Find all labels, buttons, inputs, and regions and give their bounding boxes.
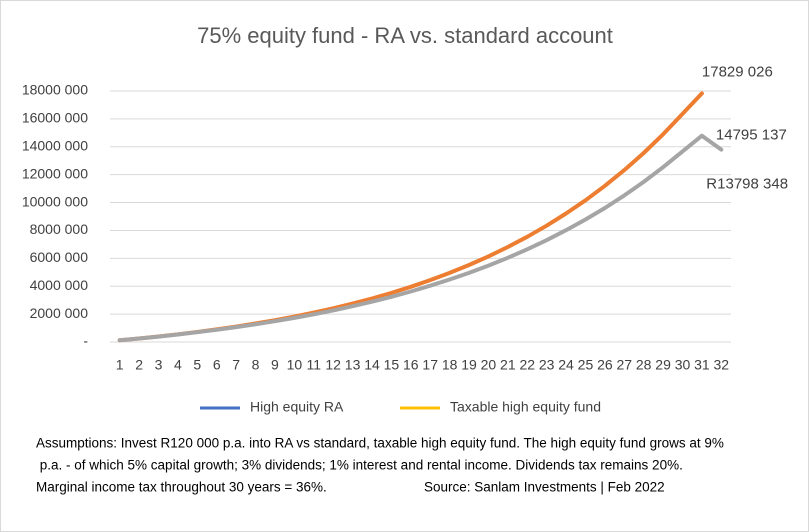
x-tick-label: 27 [616, 357, 632, 373]
x-tick-label: 30 [675, 357, 691, 373]
x-tick-label: 32 [714, 357, 730, 373]
y-tick-label: 10000 000 [22, 193, 88, 209]
x-tick-label: 3 [155, 357, 163, 373]
x-tick-label: 8 [252, 357, 260, 373]
x-tick-label: 21 [500, 357, 516, 373]
chart-title: 75% equity fund - RA vs. standard accoun… [197, 23, 613, 48]
x-tick-label: 15 [384, 357, 400, 373]
x-tick-label: 5 [193, 357, 201, 373]
y-tick-label: - [83, 333, 88, 349]
x-tick-label: 24 [558, 357, 574, 373]
x-tick-label: 2 [135, 357, 143, 373]
x-tick-label: 4 [174, 357, 182, 373]
y-tick-label: 14000 000 [22, 137, 88, 153]
y-tick-label: 18000 000 [22, 82, 88, 98]
y-tick-label: 8000 000 [30, 221, 89, 237]
x-tick-label: 16 [403, 357, 419, 373]
x-tick-label: 25 [578, 357, 594, 373]
data-label: 17829 026 [702, 63, 773, 80]
source: Source: Sanlam Investments | Feb 2022 [424, 480, 665, 495]
y-tick-label: 12000 000 [22, 165, 88, 181]
y-tick-label: 6000 000 [30, 249, 89, 265]
footnote: Marginal income tax throughout 30 years … [36, 480, 327, 495]
x-tick-label: 13 [345, 357, 361, 373]
x-tick-label: 6 [213, 357, 221, 373]
data-label: R13798 348 [706, 176, 788, 193]
x-tick-label: 22 [519, 357, 535, 373]
x-tick-label: 23 [539, 357, 555, 373]
data-label: 14795 137 [716, 127, 787, 144]
footnote: Assumptions: Invest R120 000 p.a. into R… [36, 436, 724, 451]
y-tick-label: 2000 000 [30, 305, 89, 321]
x-tick-label: 10 [287, 357, 303, 373]
x-tick-label: 20 [481, 357, 497, 373]
x-tick-label: 12 [325, 357, 341, 373]
footnote: p.a. - of which 5% capital growth; 3% di… [36, 458, 683, 473]
y-tick-label: 16000 000 [22, 110, 88, 126]
x-tick-label: 1 [116, 357, 124, 373]
x-tick-label: 31 [694, 357, 710, 373]
x-tick-label: 14 [364, 357, 380, 373]
x-tick-label: 18 [442, 357, 458, 373]
x-tick-label: 26 [597, 357, 613, 373]
x-tick-label: 17 [422, 357, 438, 373]
x-tick-label: 19 [461, 357, 477, 373]
line [117, 133, 724, 343]
x-tick-label: 28 [636, 357, 652, 373]
legend-label: High equity RA [250, 399, 344, 415]
x-tick-label: 9 [271, 357, 279, 373]
legend-label: Taxable high equity fund [450, 399, 601, 415]
x-tick-label: 29 [655, 357, 671, 373]
y-tick-label: 4000 000 [30, 277, 89, 293]
x-tick-label: 11 [306, 357, 321, 373]
x-tick-label: 7 [232, 357, 240, 373]
